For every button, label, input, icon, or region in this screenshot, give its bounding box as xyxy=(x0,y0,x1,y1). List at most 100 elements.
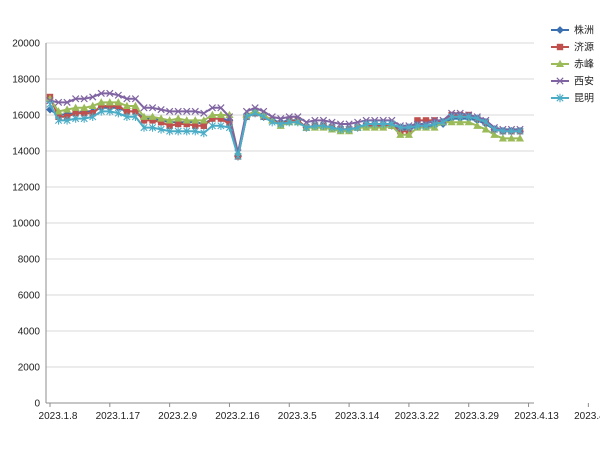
data-point xyxy=(251,104,259,112)
data-point xyxy=(157,114,166,122)
data-point xyxy=(157,105,165,114)
series-赤峰 xyxy=(45,94,525,156)
data-point xyxy=(174,107,182,116)
data-point xyxy=(379,119,387,129)
data-point xyxy=(556,93,564,103)
legend-label: 西安 xyxy=(574,75,594,88)
data-point xyxy=(140,104,148,112)
data-point xyxy=(89,93,97,101)
y-tick-label: 2000 xyxy=(18,363,41,374)
data-point xyxy=(208,110,217,119)
data-point xyxy=(131,95,140,103)
y-tick-label: 4000 xyxy=(18,327,41,338)
data-point xyxy=(260,107,268,116)
data-point xyxy=(208,121,216,130)
data-point xyxy=(208,104,216,112)
data-point xyxy=(404,130,413,138)
x-tick-label: 2023.2.9 xyxy=(158,411,197,422)
data-point xyxy=(97,89,105,98)
data-point xyxy=(498,134,507,142)
data-point xyxy=(97,98,106,106)
data-point xyxy=(268,113,276,121)
data-point xyxy=(72,114,80,123)
data-point xyxy=(131,101,140,110)
data-point xyxy=(140,123,148,132)
data-point xyxy=(515,134,525,142)
y-tick-label: 18000 xyxy=(12,75,40,86)
data-point xyxy=(157,125,165,134)
data-point xyxy=(122,101,131,110)
data-point xyxy=(105,98,114,106)
data-point xyxy=(465,112,473,121)
data-point xyxy=(555,59,565,68)
data-point xyxy=(294,118,302,127)
data-point xyxy=(447,117,456,126)
data-point xyxy=(311,121,319,130)
legend-label: 昆明 xyxy=(574,93,594,105)
legend-item: 株洲 xyxy=(551,24,594,37)
data-point xyxy=(396,123,404,132)
data-point xyxy=(183,127,191,136)
data-point xyxy=(80,114,88,123)
x-tick-labels: 2023.1.8 2023.1.17 2023.2.9 2023.2.16 2023.3… xyxy=(39,411,600,422)
data-point xyxy=(242,112,251,121)
data-point xyxy=(114,91,122,99)
data-point xyxy=(123,95,131,103)
y-tick-label: 20000 xyxy=(12,39,40,50)
data-point xyxy=(430,119,439,129)
data-point xyxy=(456,112,464,121)
data-point xyxy=(294,113,302,121)
data-point xyxy=(439,118,447,127)
x-tick-label: 2023.3.5 xyxy=(278,411,317,422)
series-line xyxy=(49,103,520,158)
data-point xyxy=(482,118,490,127)
data-point xyxy=(405,123,413,132)
data-point xyxy=(556,43,564,51)
data-point xyxy=(507,134,516,142)
data-point xyxy=(97,107,105,116)
y-tick-label: 6000 xyxy=(18,291,41,302)
data-point xyxy=(354,123,362,132)
legend-item: 赤峰 xyxy=(551,59,594,71)
data-point xyxy=(217,104,225,112)
legend-label: 株洲 xyxy=(574,24,594,37)
data-point xyxy=(114,109,122,118)
data-point xyxy=(464,117,473,126)
y-tick-label: 8000 xyxy=(18,255,41,266)
data-point xyxy=(148,112,157,120)
data-point xyxy=(191,127,199,136)
data-point xyxy=(46,100,54,109)
series-昆明 xyxy=(46,100,524,161)
data-point xyxy=(166,127,174,136)
data-point xyxy=(54,116,63,125)
y-tick-label: 0 xyxy=(34,399,40,410)
x-tick-label: 2023.1.8 xyxy=(39,411,78,422)
data-point xyxy=(302,123,310,132)
data-point xyxy=(225,123,234,132)
x-tick-label: 2023.4.24 xyxy=(574,411,600,422)
data-point xyxy=(336,125,345,134)
series xyxy=(45,89,525,161)
data-point xyxy=(371,119,379,129)
data-point xyxy=(71,103,80,111)
data-point xyxy=(191,107,199,116)
data-point xyxy=(199,116,208,124)
x-tick-label: 2023.3.29 xyxy=(454,411,499,422)
data-point xyxy=(388,119,396,129)
data-point xyxy=(328,123,336,132)
legend-item: 昆明 xyxy=(551,93,594,105)
data-point xyxy=(54,98,63,107)
data-point xyxy=(507,127,516,136)
data-point xyxy=(234,152,242,161)
data-point xyxy=(166,107,174,116)
data-point xyxy=(328,118,336,126)
data-point xyxy=(63,98,71,107)
x-tick-label: 2023.2.16 xyxy=(215,411,260,422)
data-point xyxy=(200,128,208,138)
y-tick-label: 10000 xyxy=(12,219,40,230)
data-point xyxy=(114,98,123,106)
data-point xyxy=(183,107,191,116)
data-point xyxy=(319,116,328,125)
data-point xyxy=(448,112,456,121)
